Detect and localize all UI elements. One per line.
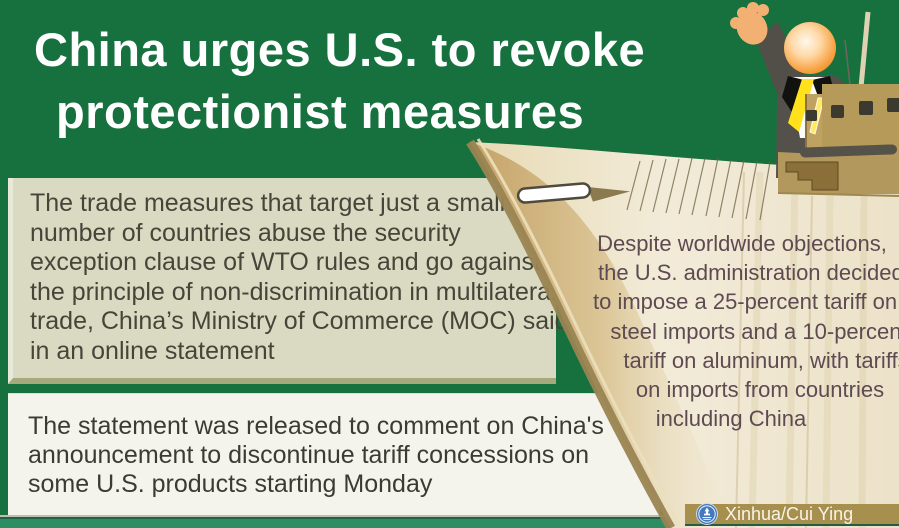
deck-windows bbox=[806, 98, 899, 121]
tariff-line: the U.S. administration decided bbox=[598, 260, 899, 286]
ship-mast bbox=[857, 11, 871, 99]
tariff-line: on imports from countries bbox=[635, 377, 885, 403]
statement-line: in an online statement bbox=[30, 336, 275, 365]
statement-line: The trade measures that target just a sm… bbox=[30, 189, 506, 217]
headline-line-1: China urges U.S. to revoke bbox=[34, 23, 646, 76]
tariff-line: tariff on aluminum, with tariffs bbox=[623, 347, 899, 373]
tariff-line: including China bbox=[655, 406, 807, 432]
statement-line: trade, China’s Ministry of Commerce (MOC… bbox=[30, 307, 569, 335]
bridge-slit bbox=[800, 144, 897, 158]
statement-line: the principle of non-discrimination in m… bbox=[30, 277, 557, 306]
release-line: The statement was released to comment on… bbox=[28, 412, 604, 440]
release-panel: The statement was released to comment on… bbox=[8, 393, 660, 519]
release-line: announcement to discontinue tariff conce… bbox=[28, 441, 590, 469]
tariff-line: Despite worldwide objections, bbox=[597, 231, 887, 256]
figure-podium bbox=[785, 161, 839, 191]
release-line: some U.S. products starting Monday bbox=[28, 470, 433, 498]
statement-panel: The trade measures that target just a sm… bbox=[8, 178, 569, 384]
statement-paragraph: The trade measures that target just a sm… bbox=[30, 189, 569, 366]
credit-text: Xinhua/Cui Ying bbox=[725, 504, 854, 524]
credit-bar: Xinhua/Cui Ying bbox=[685, 503, 899, 526]
figure-tie bbox=[788, 79, 814, 132]
tariff-note: Despite worldwide objections, the U.S. a… bbox=[593, 229, 899, 433]
xinhua-logo-icon bbox=[696, 503, 718, 525]
headline-line-2: protectionist measures bbox=[56, 85, 585, 138]
release-paragraph: The statement was released to comment on… bbox=[28, 412, 604, 499]
anchor-slit bbox=[516, 182, 631, 204]
figure-hand bbox=[730, 2, 769, 45]
tariff-line: to impose a 25-percent tariff on bbox=[593, 289, 898, 315]
statement-line: exception clause of WTO rules and go aga… bbox=[30, 248, 541, 276]
figure-head bbox=[784, 22, 836, 74]
statement-line: number of countries abuse the security bbox=[30, 218, 461, 247]
tariff-line: steel imports and a 10-percent bbox=[610, 318, 899, 344]
